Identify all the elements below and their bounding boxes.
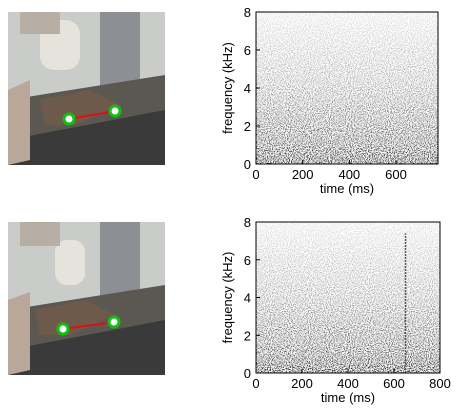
x-axis-label: time (ms) <box>321 390 375 405</box>
y-tick-label: 2 <box>244 119 251 134</box>
y-tick-label: 8 <box>244 5 251 20</box>
y-tick-label: 2 <box>244 328 251 343</box>
y-tick-label: 4 <box>244 291 251 306</box>
x-tick-label: 600 <box>383 376 405 391</box>
x-tick-label: 0 <box>252 167 259 182</box>
x-axis-label: time (ms) <box>320 181 374 196</box>
photo <box>8 12 165 165</box>
y-tick-label: 0 <box>244 366 251 381</box>
y-tick-label: 8 <box>244 215 251 230</box>
x-tick-label: 200 <box>291 376 313 391</box>
x-tick-label: 0 <box>252 376 259 391</box>
x-tick-label: 400 <box>337 376 359 391</box>
noise <box>256 222 440 373</box>
y-tick-label: 6 <box>244 253 251 268</box>
x-tick-label: 800 <box>429 376 451 391</box>
x-tick-label: 400 <box>338 167 360 182</box>
y-axis-label: frequency (kHz) <box>220 252 235 344</box>
y-tick-label: 6 <box>244 43 251 58</box>
photo <box>8 222 165 375</box>
spectrogram-texture <box>256 12 438 164</box>
x-tick-label: 600 <box>385 167 407 182</box>
spectrogram-texture <box>256 222 440 373</box>
x-tick-label: 200 <box>292 167 314 182</box>
noise <box>256 12 438 164</box>
y-tick-label: 4 <box>244 81 251 96</box>
y-axis-label: frequency (kHz) <box>220 42 235 134</box>
y-tick-label: 0 <box>244 157 251 172</box>
